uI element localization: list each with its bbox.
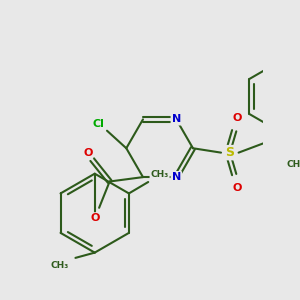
Text: N: N — [172, 172, 181, 182]
Text: CH₃: CH₃ — [151, 170, 169, 179]
Text: CH₃: CH₃ — [50, 261, 69, 270]
Text: O: O — [232, 183, 242, 193]
Text: Cl: Cl — [92, 119, 104, 129]
Text: O: O — [232, 112, 242, 122]
Text: O: O — [90, 213, 99, 223]
Text: CH₃: CH₃ — [286, 160, 300, 169]
Text: N: N — [172, 114, 181, 124]
Text: O: O — [83, 148, 92, 158]
Text: S: S — [225, 146, 234, 159]
